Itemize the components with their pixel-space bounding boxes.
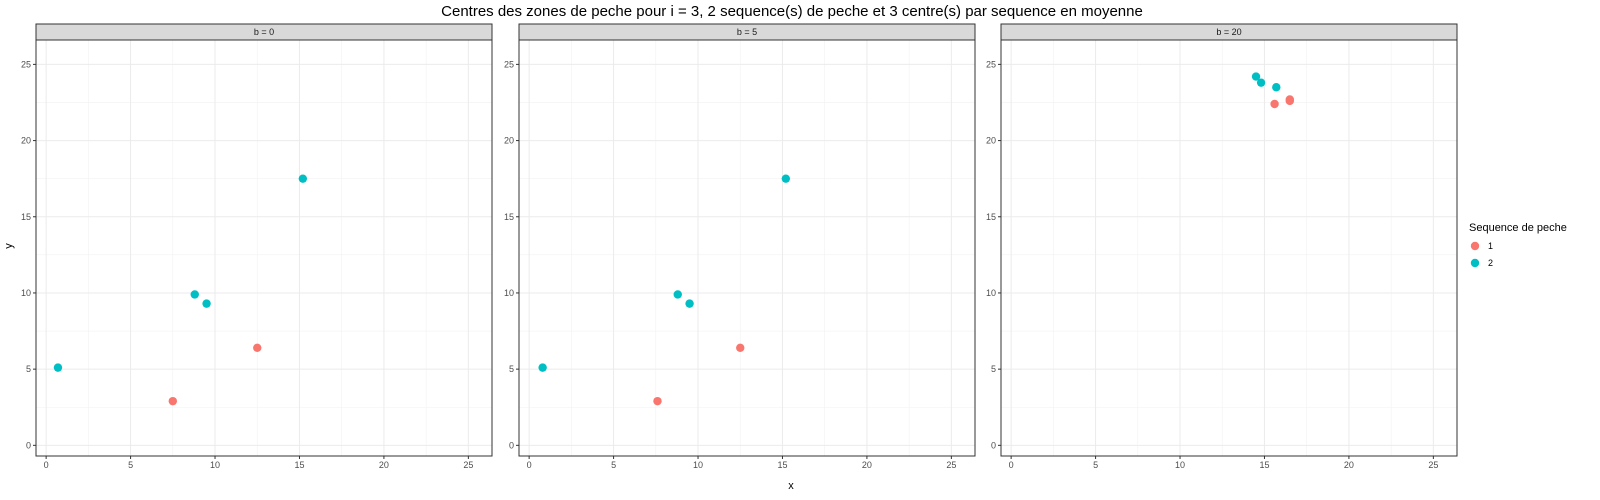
- x-tick-label: 20: [862, 460, 872, 470]
- data-point-series-2: [685, 299, 694, 308]
- x-axis-title: x: [788, 480, 794, 492]
- facet-strip-label: b = 5: [737, 27, 757, 37]
- x-tick-label: 15: [294, 460, 304, 470]
- data-point-series-1: [653, 396, 662, 406]
- data-point-series-1: [1285, 95, 1295, 104]
- x-tick-label: 0: [527, 460, 532, 470]
- y-tick-label: 20: [504, 136, 514, 146]
- data-point-series-2: [781, 174, 791, 183]
- data-point-series-2: [298, 174, 308, 183]
- y-tick-label: 10: [986, 288, 996, 298]
- data-point-series-2: [538, 363, 547, 372]
- data-point-series-2: [1251, 72, 1261, 81]
- y-tick-label: 20: [986, 136, 996, 146]
- data-point-series-2: [53, 363, 63, 372]
- x-tick-label: 15: [1259, 460, 1269, 470]
- facet-panel: b = 20 0 5 10 15 20 25 0 5 10 15 20 25: [986, 23, 1458, 470]
- data-point-series-1: [168, 396, 177, 406]
- x-tick-label: 25: [946, 460, 956, 470]
- data-point-series-1: [1270, 99, 1279, 109]
- x-tick-label: 25: [1428, 460, 1438, 470]
- legend-title: Sequence de peche: [1469, 222, 1567, 234]
- y-tick-label: 0: [26, 440, 31, 450]
- panel-border: [1000, 39, 1458, 457]
- data-point-series-1: [736, 343, 745, 353]
- panel-border: [35, 39, 493, 457]
- x-tick-label: 20: [1344, 460, 1354, 470]
- data-point-series-2: [673, 290, 682, 299]
- y-tick-label: 0: [509, 440, 514, 450]
- x-tick-label: 0: [44, 460, 49, 470]
- x-tick-label: 5: [128, 460, 133, 470]
- y-tick-label: 25: [504, 59, 514, 69]
- y-tick-label: 25: [21, 59, 31, 69]
- data-point-series-2: [1256, 78, 1266, 87]
- x-tick-label: 10: [1175, 460, 1185, 470]
- y-tick-label: 25: [986, 59, 996, 69]
- x-tick-label: 5: [611, 460, 616, 470]
- y-tick-label: 20: [21, 136, 31, 146]
- data-point-series-2: [1272, 83, 1281, 92]
- plot-background: [519, 40, 975, 456]
- facet-panel: b = 5 0 5 10 15 20 25 0 5 10 15 20 25: [504, 23, 976, 470]
- legend-label-1: 1: [1488, 241, 1493, 251]
- y-tick-label: 5: [26, 364, 31, 374]
- x-tick-label: 0: [1009, 460, 1014, 470]
- plot-background: [1001, 40, 1457, 456]
- y-tick-label: 10: [21, 288, 31, 298]
- x-tick-label: 25: [463, 460, 473, 470]
- y-tick-label: 15: [21, 212, 31, 222]
- facet-panel: b = 0 0 5 10 15 20 25 0 5 10 15 20 25: [21, 23, 493, 470]
- y-tick-label: 15: [986, 212, 996, 222]
- legend: Sequence de peche 1 2: [1469, 222, 1567, 268]
- data-point-series-2: [190, 290, 199, 299]
- legend-label-2: 2: [1488, 258, 1493, 268]
- chart-title: Centres des zones de peche pour i = 3, 2…: [441, 3, 1143, 20]
- y-tick-label: 15: [504, 212, 514, 222]
- x-tick-label: 10: [210, 460, 220, 470]
- x-tick-label: 15: [777, 460, 787, 470]
- legend-key-2: [1470, 258, 1480, 268]
- x-tick-label: 10: [693, 460, 703, 470]
- data-point-series-2: [202, 299, 211, 308]
- y-tick-label: 5: [509, 364, 514, 374]
- facet-strip-label: b = 20: [1216, 27, 1241, 37]
- y-tick-label: 0: [991, 440, 996, 450]
- x-tick-label: 20: [379, 460, 389, 470]
- x-tick-label: 5: [1093, 460, 1098, 470]
- facet-panels: b = 0 0 5 10 15 20 25 0 5 10 15 20 25 b = 5 0 5 10 15 20 25…: [21, 23, 1458, 470]
- plot-background: [36, 40, 492, 456]
- panel-border: [518, 39, 976, 457]
- data-point-series-1: [253, 343, 262, 353]
- y-axis-title: y: [3, 243, 15, 249]
- y-tick-label: 5: [991, 364, 996, 374]
- facet-strip-label: b = 0: [254, 27, 274, 37]
- legend-key-1: [1470, 241, 1480, 251]
- y-tick-label: 10: [504, 288, 514, 298]
